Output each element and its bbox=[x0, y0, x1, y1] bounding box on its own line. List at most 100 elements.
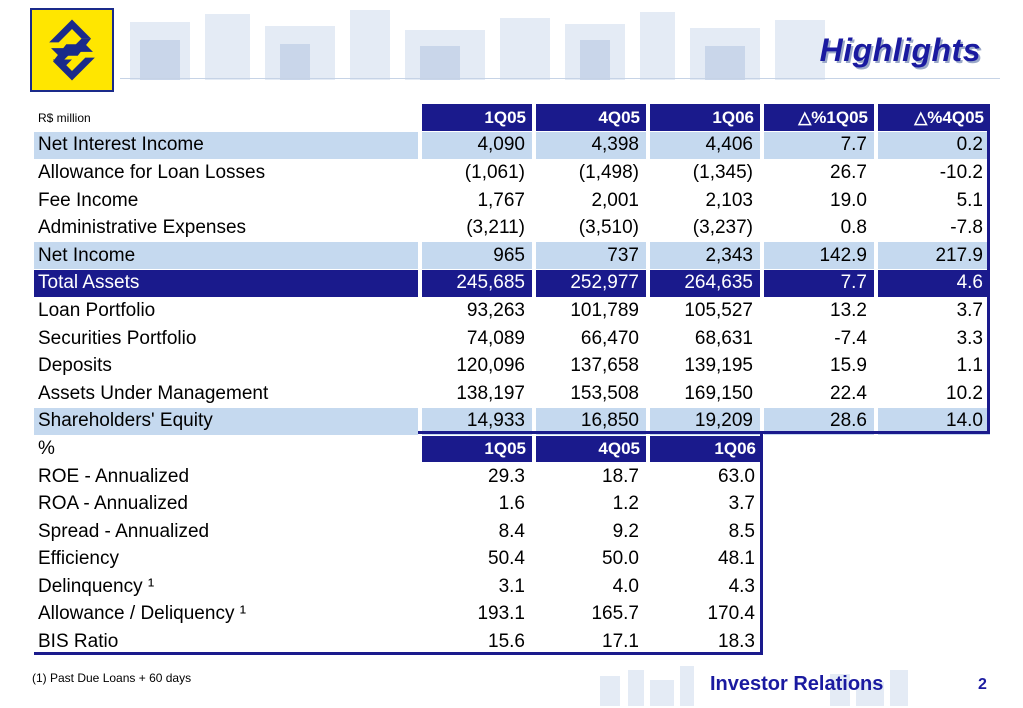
table-row: Spread - Annualized 8.4 9.2 8.5 bbox=[34, 517, 990, 546]
cell-value: 7.7 bbox=[762, 131, 878, 160]
cell-value: 9.2 bbox=[534, 517, 650, 546]
row-label: Allowance / Deliquency ¹ bbox=[34, 600, 422, 629]
row-label: Securities Portfolio bbox=[34, 324, 422, 353]
cell-value: (3,211) bbox=[420, 214, 536, 243]
table-row: ROA - Annualized 1.6 1.2 3.7 bbox=[34, 490, 990, 519]
table-row: Fee Income 1,767 2,001 2,103 19.0 5.1 bbox=[34, 186, 990, 215]
cell-value: 2,103 bbox=[648, 186, 764, 215]
cell-value: 15.9 bbox=[762, 352, 878, 381]
table-row: ROE - Annualized 29.3 18.7 63.0 bbox=[34, 462, 990, 491]
row-label: Loan Portfolio bbox=[34, 297, 422, 326]
cell-value: 14,933 bbox=[420, 407, 536, 436]
empty-cell bbox=[876, 462, 990, 491]
highlights-table: R$ million 1Q05 4Q05 1Q06 △%1Q05 △%4Q05 … bbox=[34, 104, 990, 657]
empty-cell bbox=[762, 490, 876, 519]
cell-value: 1.2 bbox=[534, 490, 650, 519]
cell-value: 3.1 bbox=[420, 573, 536, 602]
cell-value: 8.5 bbox=[648, 517, 762, 546]
column-header: △%4Q05 bbox=[876, 104, 990, 133]
empty-cell bbox=[762, 628, 876, 657]
cell-value: 4,090 bbox=[420, 131, 536, 160]
cell-value: 101,789 bbox=[534, 297, 650, 326]
cell-value: 245,685 bbox=[420, 269, 536, 298]
header-skyline-decoration bbox=[130, 10, 825, 80]
cell-value: (1,061) bbox=[420, 159, 536, 188]
cell-value: 1.6 bbox=[420, 490, 536, 519]
column-header: 4Q05 bbox=[534, 435, 650, 464]
table-row: Administrative Expenses (3,211) (3,510) … bbox=[34, 214, 990, 243]
cell-value: 3.7 bbox=[876, 297, 990, 326]
footnote: (1) Past Due Loans + 60 days bbox=[32, 671, 192, 685]
cell-value: (1,498) bbox=[534, 159, 650, 188]
cell-value: -7.8 bbox=[876, 214, 990, 243]
table1-units-label: R$ million bbox=[34, 104, 422, 133]
table-row: Shareholders' Equity 14,933 16,850 19,20… bbox=[34, 407, 990, 436]
investor-relations-label: Investor Relations bbox=[710, 673, 884, 695]
cell-value: 50.0 bbox=[534, 545, 650, 574]
empty-cell bbox=[762, 435, 876, 464]
table-row: Allowance for Loan Losses (1,061) (1,498… bbox=[34, 159, 990, 188]
empty-cell bbox=[762, 600, 876, 629]
row-label: Net Interest Income bbox=[34, 131, 422, 160]
row-label: Net Income bbox=[34, 241, 422, 271]
table-row: Deposits 120,096 137,658 139,195 15.9 1.… bbox=[34, 352, 990, 381]
footer-skyline-decoration bbox=[600, 666, 908, 706]
empty-cell bbox=[762, 517, 876, 546]
empty-cell bbox=[762, 462, 876, 491]
column-header: 1Q05 bbox=[420, 104, 536, 133]
cell-value: 737 bbox=[534, 241, 650, 271]
cell-value: 169,150 bbox=[648, 379, 764, 409]
table-row: Efficiency 50.4 50.0 48.1 bbox=[34, 545, 990, 574]
empty-cell bbox=[762, 545, 876, 574]
cell-value: 4.3 bbox=[648, 573, 762, 602]
row-label: Delinquency ¹ bbox=[34, 573, 422, 602]
cell-value: 26.7 bbox=[762, 159, 878, 188]
cell-value: 105,527 bbox=[648, 297, 764, 326]
cell-value: 16,850 bbox=[534, 407, 650, 436]
cell-value: 4,398 bbox=[534, 131, 650, 160]
table2-header-row: % 1Q05 4Q05 1Q06 bbox=[34, 435, 990, 464]
empty-cell bbox=[876, 545, 990, 574]
row-label: Fee Income bbox=[34, 186, 422, 215]
empty-cell bbox=[876, 573, 990, 602]
cell-value: 142.9 bbox=[762, 241, 878, 271]
cell-value: 217.9 bbox=[876, 241, 990, 271]
cell-value: 8.4 bbox=[420, 517, 536, 546]
cell-value: 252,977 bbox=[534, 269, 650, 298]
cell-value: 18.7 bbox=[534, 462, 650, 491]
cell-value: 1,767 bbox=[420, 186, 536, 215]
column-header: 1Q06 bbox=[648, 435, 762, 464]
cell-value: 2,343 bbox=[648, 241, 764, 271]
table-row: Delinquency ¹ 3.1 4.0 4.3 bbox=[34, 573, 990, 602]
cell-value: 3.7 bbox=[648, 490, 762, 519]
table-row: Assets Under Management 138,197 153,508 … bbox=[34, 379, 990, 409]
cell-value: 193.1 bbox=[420, 600, 536, 629]
table2-units-label: % bbox=[34, 435, 422, 464]
cell-value: 13.2 bbox=[762, 297, 878, 326]
cell-value: 17.1 bbox=[534, 628, 650, 657]
row-label: Deposits bbox=[34, 352, 422, 381]
cell-value: (1,345) bbox=[648, 159, 764, 188]
table-row: Loan Portfolio 93,263 101,789 105,527 13… bbox=[34, 297, 990, 326]
row-label: ROA - Annualized bbox=[34, 490, 422, 519]
row-label: Allowance for Loan Losses bbox=[34, 159, 422, 188]
page-title: Highlights bbox=[819, 32, 981, 68]
table-bottom-rule bbox=[34, 652, 763, 655]
cell-value: 29.3 bbox=[420, 462, 536, 491]
cell-value: 66,470 bbox=[534, 324, 650, 353]
table-row: BIS Ratio 15.6 17.1 18.3 bbox=[34, 628, 990, 657]
cell-value: (3,510) bbox=[534, 214, 650, 243]
logo-icon bbox=[49, 19, 95, 81]
cell-value: 22.4 bbox=[762, 379, 878, 409]
cell-value: 5.1 bbox=[876, 186, 990, 215]
cell-value: 4,406 bbox=[648, 131, 764, 160]
row-label: BIS Ratio bbox=[34, 628, 422, 657]
cell-value: 165.7 bbox=[534, 600, 650, 629]
empty-cell bbox=[876, 490, 990, 519]
table-row: Net Income 965 737 2,343 142.9 217.9 bbox=[34, 241, 990, 271]
empty-cell bbox=[876, 628, 990, 657]
table1-header-row: R$ million 1Q05 4Q05 1Q06 △%1Q05 △%4Q05 bbox=[34, 104, 990, 133]
page-number: 2 bbox=[978, 676, 987, 693]
cell-value: 3.3 bbox=[876, 324, 990, 353]
cell-value: 4.6 bbox=[876, 269, 990, 298]
